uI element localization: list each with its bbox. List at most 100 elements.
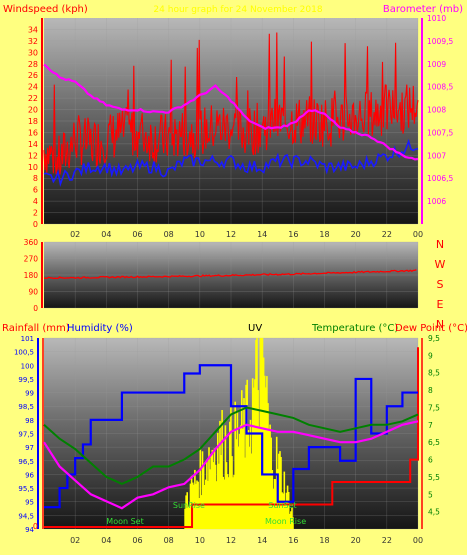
time-tick-label: 14 bbox=[257, 230, 267, 239]
temperature-tick-label: 6,5 bbox=[428, 438, 440, 447]
solar-bar bbox=[289, 513, 291, 529]
humidity-tick-label: 98,5 bbox=[18, 403, 34, 411]
windspeed-tick-label: 32 bbox=[28, 37, 38, 46]
humidity-tick-label: 100 bbox=[21, 362, 34, 370]
barometer-axis-title: Barometer (mb) bbox=[383, 4, 463, 15]
solar-bar bbox=[193, 484, 195, 529]
compass-letter: N bbox=[436, 238, 444, 251]
solar-bar bbox=[235, 439, 238, 529]
solar-bar bbox=[253, 387, 255, 529]
solar-bar bbox=[250, 453, 253, 529]
solar-bar bbox=[265, 387, 267, 529]
humidity-tick-label: 96 bbox=[25, 471, 34, 479]
wind-direction-line bbox=[43, 269, 417, 280]
solar-bar bbox=[219, 420, 221, 529]
solar-bar bbox=[201, 451, 204, 529]
time-tick-label: 04 bbox=[101, 536, 111, 545]
solar-bar bbox=[244, 457, 246, 529]
time-tick-label: 08 bbox=[164, 536, 174, 545]
barometer-tick-label: 1007 bbox=[427, 151, 446, 160]
solar-bar bbox=[187, 506, 190, 529]
time-tick-label: 20 bbox=[351, 230, 361, 239]
bottom-panel-lines bbox=[43, 338, 419, 529]
humidity-line bbox=[44, 364, 418, 509]
time-ticks-top: 02 04 06 08 10 12 14 16 18 20 22 00 bbox=[70, 230, 423, 239]
time-tick-label: 02 bbox=[70, 536, 80, 545]
windspeed-tick-label: 12 bbox=[28, 151, 38, 160]
humidity-tick-label: 99,5 bbox=[18, 376, 34, 384]
time-tick-label: 04 bbox=[101, 230, 111, 239]
sun-moon-annotations: Moon Set SunRise Moon Rise SunSet bbox=[106, 501, 306, 526]
solar-bar bbox=[230, 406, 232, 529]
solar-bar bbox=[263, 375, 266, 529]
solar-bar bbox=[281, 492, 283, 529]
barometer-tick-label: 1006,5 bbox=[427, 174, 453, 183]
compass-letter: S bbox=[437, 278, 444, 291]
solar-bar bbox=[208, 447, 210, 529]
solar-bar bbox=[245, 384, 247, 529]
direction-tick-label: 270 bbox=[24, 255, 39, 264]
solar-bar bbox=[199, 447, 202, 529]
temperature-tick-label: 5 bbox=[428, 490, 433, 499]
solar-bar bbox=[234, 401, 236, 529]
windspeed-tick-label: 24 bbox=[28, 83, 38, 92]
solar-bar bbox=[229, 421, 231, 529]
barometer-tick-label: 1009,5 bbox=[427, 37, 453, 46]
barometer-tick-label: 1007,5 bbox=[427, 128, 453, 137]
direction-panel-grid bbox=[41, 241, 419, 309]
solar-bar bbox=[268, 429, 270, 529]
solar-bar bbox=[227, 477, 230, 529]
time-tick-label: 18 bbox=[319, 230, 329, 239]
windspeed-tick-label: 26 bbox=[28, 71, 38, 80]
solar-bar bbox=[280, 457, 282, 529]
time-tick-label: 22 bbox=[382, 230, 392, 239]
solar-bar bbox=[290, 511, 292, 529]
solar-bar bbox=[283, 471, 286, 529]
solar-bar bbox=[270, 437, 272, 529]
time-tick-label: 06 bbox=[132, 536, 142, 545]
solar-bar bbox=[200, 495, 203, 529]
humidity-tick-label: 96,5 bbox=[18, 458, 34, 466]
annotation-label: Moon Set bbox=[106, 517, 143, 526]
humidity-tick-label: 100,5 bbox=[14, 349, 34, 357]
windspeed-tick-label: 10 bbox=[28, 163, 38, 172]
solar-bar bbox=[278, 453, 280, 529]
solar-bar bbox=[190, 475, 193, 529]
solar-bar bbox=[272, 488, 275, 529]
wind-gust-line bbox=[43, 32, 419, 175]
time-tick-label: 16 bbox=[288, 230, 298, 239]
rainfall-line bbox=[44, 347, 419, 528]
humidity-tick-label: 95 bbox=[25, 499, 34, 507]
humidity-tick-label: 95,5 bbox=[18, 485, 34, 493]
time-ticks-bottom: 02 04 06 08 10 12 14 16 18 20 22 00 bbox=[70, 536, 423, 545]
time-tick-label: 00 bbox=[413, 536, 423, 545]
solar-bar bbox=[184, 508, 186, 529]
compass-letter: E bbox=[437, 298, 444, 311]
windspeed-tick-label: 0 bbox=[33, 220, 38, 229]
time-tick-label: 12 bbox=[226, 230, 236, 239]
solar-bar bbox=[222, 476, 224, 529]
solar-bar bbox=[186, 492, 188, 529]
solar-bar bbox=[203, 485, 206, 529]
solar-bar bbox=[211, 449, 214, 529]
solar-bar bbox=[246, 379, 248, 529]
temperature-tick-label: 9,5 bbox=[428, 334, 440, 343]
direction-tick-label: 180 bbox=[24, 271, 39, 280]
annotation-label: SunSet bbox=[268, 501, 296, 510]
barometer-tick-label: 1009 bbox=[427, 60, 446, 69]
solar-bar bbox=[185, 495, 187, 529]
windspeed-tick-label: 20 bbox=[28, 106, 38, 115]
solar-bar bbox=[279, 451, 281, 529]
windspeed-tick-label: 2 bbox=[33, 209, 38, 218]
solar-bar bbox=[202, 464, 205, 529]
solar-bar bbox=[286, 485, 289, 529]
solar-bar bbox=[220, 455, 222, 529]
direction-ticks: 0 90 180 270 360 bbox=[24, 238, 39, 313]
windspeed-tick-label: 28 bbox=[28, 60, 38, 69]
windspeed-tick-label: 6 bbox=[33, 186, 38, 195]
direction-panel-lines bbox=[43, 269, 417, 280]
humidity-tick-label: 99 bbox=[25, 390, 34, 398]
